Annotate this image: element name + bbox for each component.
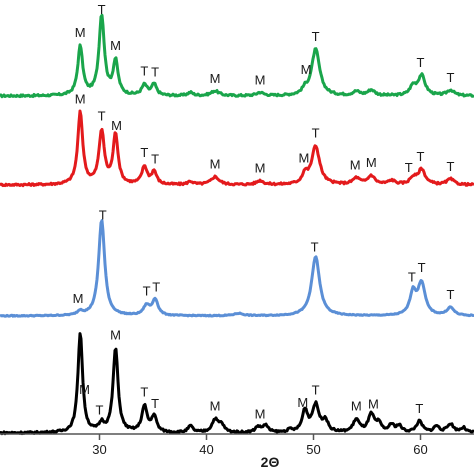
peak-label-s4-9: T	[312, 383, 320, 398]
peak-label-s2-11: M	[366, 155, 377, 170]
peak-label-s2-10: M	[350, 158, 361, 173]
peak-label-s2-9: T	[312, 126, 320, 141]
x-tick-label-4: 60	[413, 442, 427, 457]
peak-label-s4-2: T	[96, 403, 104, 418]
peak-label-s4-11: M	[368, 396, 379, 411]
series-line-4	[0, 332, 474, 436]
peak-label-s4-12: T	[415, 401, 423, 416]
peak-label-s3-6: T	[408, 270, 416, 285]
peak-label-s4-7: M	[255, 407, 266, 422]
peak-label-s2-2: T	[98, 108, 106, 123]
peak-label-s2-7: M	[255, 160, 266, 175]
peak-label-s1-6: M	[210, 71, 221, 86]
x-tick-label-2: 40	[199, 442, 213, 457]
peak-label-s2-5: T	[151, 152, 159, 167]
peak-label-s3-8: T	[447, 287, 455, 302]
series-line-3	[0, 219, 474, 318]
peak-label-s2-6: M	[210, 157, 221, 172]
series-line-2	[0, 109, 474, 188]
peak-label-s4-6: M	[210, 398, 221, 413]
series-line-1	[0, 13, 474, 99]
peak-label-s1-9: T	[312, 29, 320, 44]
x-tick-label-1: 30	[92, 442, 106, 457]
peak-label-s2-13: T	[417, 149, 425, 164]
x-axis: 30 40 50 60	[92, 434, 428, 457]
pattern-traces	[0, 13, 474, 436]
peak-label-s3-3: T	[143, 284, 151, 299]
peak-label-s1-11: T	[447, 70, 455, 85]
peak-label-s4-5: T	[151, 396, 159, 411]
peak-label-s4-10: M	[351, 398, 362, 413]
peak-label-s4-3: M	[110, 328, 121, 343]
peak-label-s3-1: M	[73, 291, 84, 306]
x-axis-title: 2Θ	[261, 454, 280, 470]
peak-label-s3-4: T	[152, 280, 160, 295]
peak-label-s4-4: T	[140, 385, 148, 400]
peak-label-s2-8: M	[298, 151, 309, 166]
peak-label-s1-5: T	[151, 65, 159, 80]
peak-label-s1-3: M	[110, 38, 121, 53]
peak-label-s2-12: T	[405, 160, 413, 175]
peak-label-s1-7: M	[255, 72, 266, 87]
peak-label-s3-7: T	[418, 260, 426, 275]
peak-label-s1-10: T	[417, 55, 425, 70]
peak-label-s1-8: M	[301, 62, 312, 77]
peak-label-s1-4: T	[140, 64, 148, 79]
peak-label-s3-2: T	[99, 207, 107, 222]
peak-label-s2-14: T	[447, 159, 455, 174]
peak-label-s2-3: M	[111, 118, 122, 133]
peak-label-s2-4: T	[140, 145, 148, 160]
peak-label-s3-5: T	[311, 239, 319, 254]
peak-label-s2-1: M	[75, 91, 86, 106]
peak-label-s1-2: T	[98, 2, 106, 17]
peak-label-s4-8: M	[297, 395, 308, 410]
peak-label-s4-1: M	[79, 382, 90, 397]
peak-label-s1-1: M	[75, 25, 86, 40]
x-tick-label-3: 50	[306, 442, 320, 457]
